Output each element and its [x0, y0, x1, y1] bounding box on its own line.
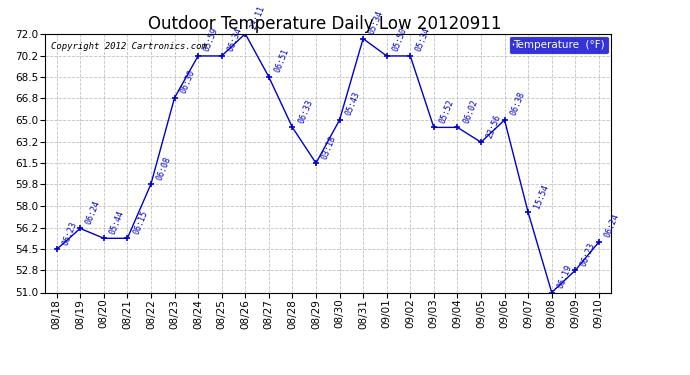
Text: 06:30: 06:30	[179, 69, 197, 95]
Text: 06:08: 06:08	[155, 155, 172, 181]
Text: 06:15: 06:15	[132, 209, 149, 236]
Text: 06:24: 06:24	[603, 213, 621, 239]
Text: 06:38: 06:38	[509, 91, 526, 117]
Text: 23:11: 23:11	[249, 4, 267, 31]
Text: Outdoor Temperature Daily Low 20120911: Outdoor Temperature Daily Low 20120911	[148, 15, 501, 33]
Text: 05:44: 05:44	[108, 209, 126, 236]
Text: Copyright 2012 Cartronics.com: Copyright 2012 Cartronics.com	[50, 42, 206, 51]
Text: 03:18: 03:18	[320, 134, 338, 160]
Text: 05:34: 05:34	[415, 27, 432, 53]
Text: 05:43: 05:43	[344, 91, 362, 117]
Legend: Temperature  (°F): Temperature (°F)	[509, 36, 609, 54]
Text: 05:52: 05:52	[438, 98, 455, 124]
Text: 05:59: 05:59	[202, 27, 220, 53]
Text: 06:24: 06:24	[84, 199, 102, 226]
Text: 06:23: 06:23	[580, 241, 597, 267]
Text: 06:02: 06:02	[462, 98, 480, 124]
Text: 06:23: 06:23	[61, 220, 79, 247]
Text: 15:54: 15:54	[532, 183, 550, 210]
Text: 06:34: 06:34	[226, 27, 244, 53]
Text: 05:34: 05:34	[367, 9, 385, 36]
Text: 06:51: 06:51	[273, 48, 290, 74]
Text: 23:56: 23:56	[485, 113, 503, 140]
Text: 06:33: 06:33	[297, 98, 314, 124]
Text: 06:19: 06:19	[556, 263, 573, 290]
Text: 05:50: 05:50	[391, 27, 408, 53]
